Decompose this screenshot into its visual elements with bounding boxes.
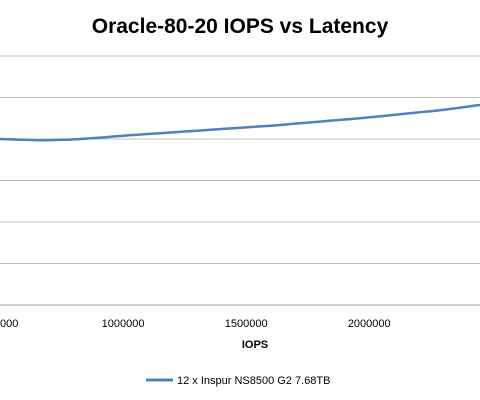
x-axis-label: IOPS <box>242 339 268 351</box>
series-line <box>0 103 480 142</box>
x-tick-label-partial: 500000 <box>0 318 18 330</box>
x-tick-label-1: 1500000 <box>225 318 268 330</box>
x-tick-label-0: 1000000 <box>102 318 145 330</box>
legend: 12 x Inspur NS8500 G2 7.68TB <box>146 375 330 387</box>
chart-title: Oracle-80-20 IOPS vs Latency <box>92 15 389 38</box>
x-tick-labels: 1000000 1500000 2000000 500000 <box>0 318 391 330</box>
x-tick-label-2: 2000000 <box>348 318 391 330</box>
grid-lines <box>0 55 480 264</box>
legend-label: 12 x Inspur NS8500 G2 7.68TB <box>177 375 330 387</box>
